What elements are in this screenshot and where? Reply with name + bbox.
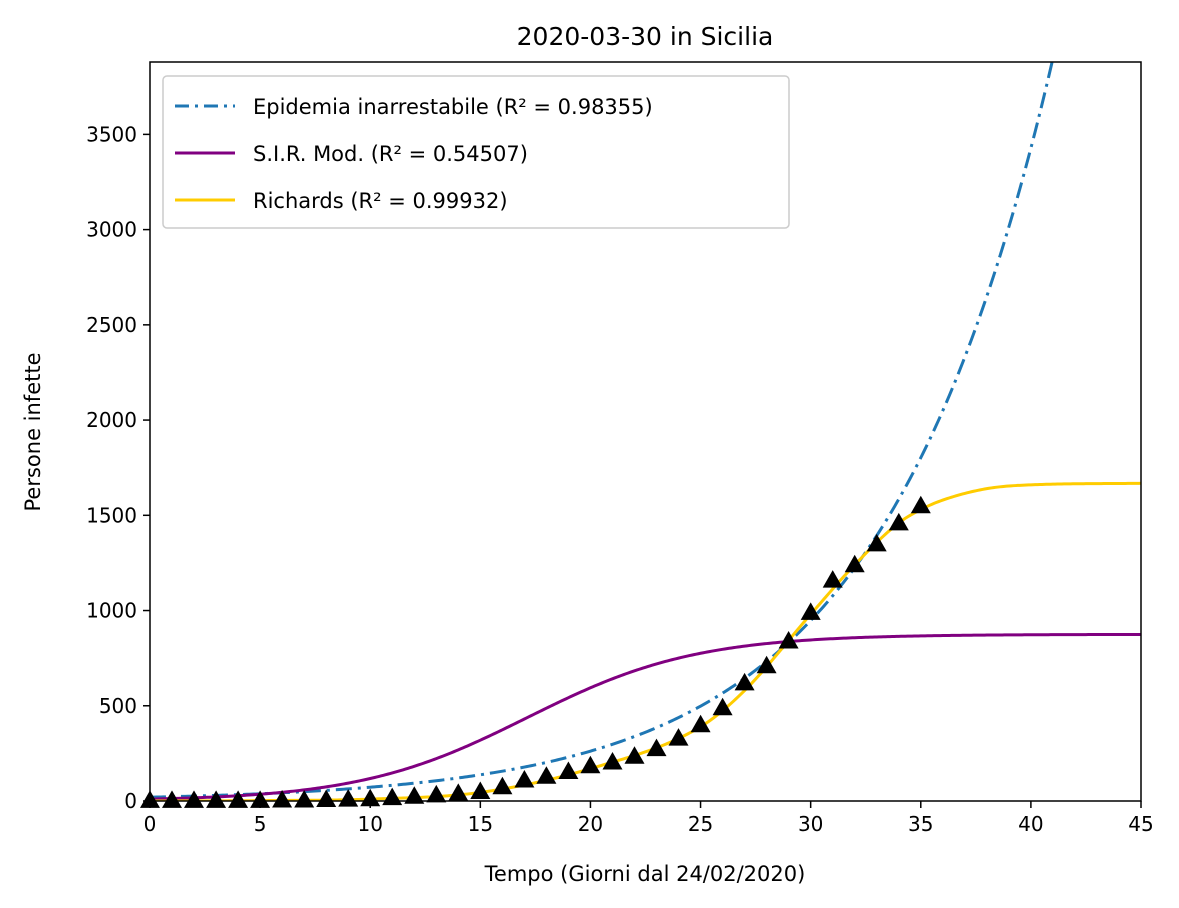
data-point (272, 790, 293, 808)
data-point (470, 781, 491, 799)
data-point (514, 770, 535, 788)
data-point (646, 738, 667, 757)
y-axis-label: Persone infette (21, 352, 45, 511)
data-point (580, 755, 601, 774)
x-tick-label: 35 (908, 812, 933, 836)
x-tick-label: 10 (357, 812, 382, 836)
x-tick-label: 15 (468, 812, 493, 836)
data-point (602, 752, 623, 770)
data-point (294, 790, 315, 808)
y-tick-label: 2500 (86, 313, 137, 337)
legend-box (162, 75, 790, 229)
data-point (184, 790, 204, 808)
x-tick-label: 5 (254, 812, 267, 836)
legend: Epidemia inarrestabile (R² = 0.98355) S.I… (162, 75, 790, 229)
y-tick-label: 500 (99, 694, 137, 718)
axes-frame (149, 61, 1142, 802)
axes: 0 5 10 15 20 25 30 35 40 45 0 500 1000 1500 2000 2500 30… (86, 61, 1154, 836)
data-point (536, 766, 557, 784)
data-point (888, 512, 909, 531)
data-point (360, 788, 381, 807)
y-tick-label: 0 (124, 789, 137, 813)
data-point (910, 495, 931, 514)
x-tick-label: 45 (1128, 812, 1153, 836)
data-point (624, 746, 645, 764)
legend-label: Epidemia inarrestabile (R² = 0.98355) (253, 95, 653, 119)
data-point (448, 783, 469, 801)
data-point (668, 728, 689, 746)
data-point (822, 570, 843, 588)
data-point (338, 789, 359, 807)
x-tick-label: 25 (688, 812, 713, 836)
x-axis-label: Tempo (Giorni dal 24/02/2020) (484, 862, 806, 886)
data-point (800, 602, 821, 620)
data-point (206, 790, 227, 808)
x-tick-label: 20 (578, 812, 603, 836)
data-point (844, 554, 865, 573)
data-point (778, 631, 799, 649)
y-tick-label: 3000 (86, 218, 137, 242)
data-point (316, 789, 337, 807)
x-tick-label: 30 (798, 812, 823, 836)
data-point (712, 697, 733, 716)
y-tick-label: 1000 (86, 599, 137, 623)
series-line-exponential (150, 62, 1054, 799)
x-tick-label: 40 (1018, 812, 1043, 836)
chart-title: 2020-03-30 in Sicilia (517, 22, 774, 51)
data-point (690, 714, 711, 733)
data-point (404, 786, 425, 804)
y-tick-label: 1500 (86, 503, 137, 527)
y-tick-label: 3500 (86, 122, 137, 146)
legend-label: S.I.R. Mod. (R² = 0.54507) (253, 142, 528, 166)
y-tick-label: 2000 (86, 408, 137, 432)
data-point (734, 672, 755, 691)
data-point (558, 761, 579, 779)
data-point (426, 784, 447, 803)
data-point (162, 790, 182, 808)
data-point (228, 790, 249, 808)
data-point (250, 790, 271, 808)
data-point (756, 655, 777, 674)
data-point (492, 776, 513, 795)
series-line-logistic (150, 632, 1141, 801)
x-tick-label: 0 (144, 812, 157, 836)
legend-label: Richards (R² = 0.99932) (253, 189, 508, 213)
data-point (866, 533, 887, 552)
